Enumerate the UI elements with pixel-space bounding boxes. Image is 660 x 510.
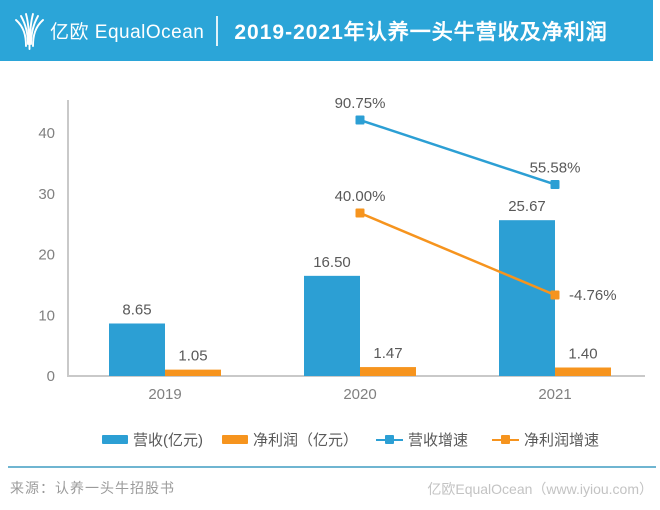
legend-swatch-net-profit-growth-line (492, 434, 519, 445)
bar-value-label: 1.05 (178, 348, 207, 365)
footer-credit-text: 亿欧EqualOcean（www.iyiou.com） (427, 481, 653, 497)
marker-营收增速-2020 (355, 115, 365, 125)
line-value-label: 55.58% (530, 159, 581, 176)
marker-净利润增速-2021 (550, 290, 560, 300)
legend-swatch-revenue-growth-line (376, 434, 403, 445)
bar-营收(亿元)-2021 (499, 220, 555, 376)
legend-label: 净利润增速 (524, 432, 600, 449)
marker-营收增速-2021 (550, 179, 560, 189)
legend-swatch-net-profit-bar (222, 435, 248, 444)
bar-净利润（亿元）-2019 (165, 369, 221, 376)
x-category-label: 2021 (538, 386, 571, 403)
bar-value-label: 1.40 (568, 346, 597, 363)
y-tick-label: 0 (47, 368, 55, 385)
bar-value-label: 8.65 (122, 301, 151, 318)
legend-item-net-profit: 净利润（亿元） (222, 429, 358, 450)
footer-source-text: 来源：认养一头牛招股书 (10, 480, 175, 496)
marker-净利润增速-2020 (355, 208, 365, 218)
x-category-label: 2020 (343, 386, 376, 403)
equalocean-sheaf-icon (14, 11, 44, 51)
bar-净利润（亿元）-2020 (360, 367, 416, 376)
y-tick-label: 10 (38, 307, 55, 324)
line-value-label: 90.75% (335, 95, 386, 112)
legend-label: 营收(亿元) (133, 432, 203, 449)
legend-item-revenue: 营收(亿元) (102, 429, 203, 450)
logo-text: 亿欧 EqualOcean (50, 22, 205, 43)
footer-divider (8, 466, 656, 468)
legend-item-net-profit-growth: 净利润增速 (492, 429, 599, 450)
header-band: 亿欧 EqualOcean 2019-2021年认养一头牛营收及净利润 (0, 0, 653, 61)
header-divider (216, 15, 219, 46)
bar-value-label: 25.67 (508, 198, 546, 215)
chart-legend: 营收(亿元) 净利润（亿元） 营收增速 净利润增速 (0, 429, 660, 450)
line-净利润增速 (359, 211, 556, 297)
bar-净利润（亿元）-2021 (555, 367, 611, 376)
legend-label: 营收增速 (408, 432, 469, 449)
y-tick-label: 20 (38, 247, 55, 264)
bar-营收(亿元)-2019 (109, 323, 165, 376)
legend-swatch-revenue-bar (102, 435, 128, 444)
logo: 亿欧 EqualOcean (14, 11, 204, 51)
x-category-label: 2019 (148, 386, 181, 403)
y-tick-label: 30 (38, 186, 55, 203)
line-营收增速 (359, 118, 556, 186)
legend-label: 净利润（亿元） (253, 432, 359, 449)
legend-item-revenue-growth: 营收增速 (376, 429, 468, 450)
bar-value-label: 1.47 (373, 345, 402, 362)
y-tick-label: 40 (38, 125, 55, 142)
line-value-label: -4.76% (569, 287, 617, 304)
bar-营收(亿元)-2020 (304, 275, 360, 376)
bar-value-label: 16.50 (313, 254, 351, 271)
combo-chart: 0 10 20 30 40 2019 2020 2021 8.65 16.50 25.67 1.05 1… (38, 95, 645, 403)
page-title: 2019-2021年认养一头牛营收及净利润 (234, 20, 608, 44)
line-value-label: 40.00% (335, 188, 386, 205)
